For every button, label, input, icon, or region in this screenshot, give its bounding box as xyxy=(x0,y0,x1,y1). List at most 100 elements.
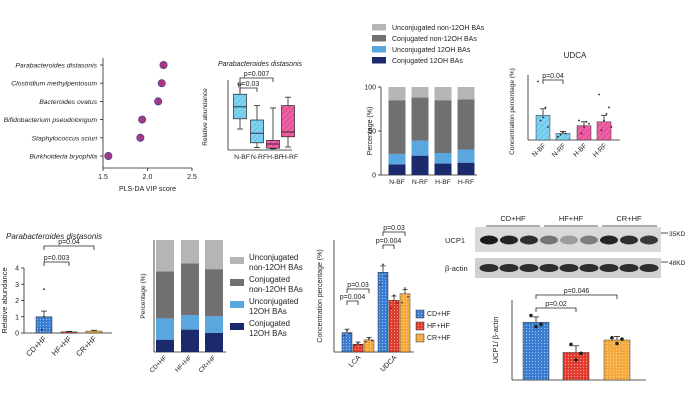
pd-bar-dot xyxy=(41,328,43,331)
ba-top-y-tick-label: 100 xyxy=(364,85,376,92)
vip-x-tick-label: 2.0 xyxy=(143,174,153,181)
lca-dot xyxy=(360,343,362,346)
ba-top-segment xyxy=(388,87,406,101)
ba-bot-legend-line: non-12OH BAs xyxy=(249,263,303,272)
pd-box-p007-label: p=0.007 xyxy=(244,71,270,78)
ba-top-y-label: Percentage (%) xyxy=(367,107,374,156)
vip-category-label: Bifidobacterium pseudolongum xyxy=(4,117,98,124)
pd-box-rect xyxy=(281,105,295,138)
lca-p004-bracket xyxy=(346,300,359,305)
vip-category-label: Bacteroides ovatus xyxy=(39,99,97,106)
ba-top-segment xyxy=(457,162,475,175)
pd-bar-category-label: CD+HF xyxy=(24,334,48,358)
pd-bar-y-tick-label: 3 xyxy=(15,282,19,289)
pd-bar-title: Parabacteroides distasonis xyxy=(6,232,102,241)
ba-top-legend-swatch xyxy=(372,57,386,64)
lca-dot xyxy=(365,340,367,343)
ba-top-segment xyxy=(388,153,406,165)
ucp1-dot xyxy=(615,341,619,346)
pd-box-category-label: H-BF xyxy=(267,154,283,161)
vip-category-label: Clostridium methylpentosum xyxy=(11,81,97,88)
lca-dot xyxy=(393,294,395,296)
pd-bar-dot xyxy=(43,315,45,318)
udca-dot xyxy=(537,80,539,83)
ba-top-segment xyxy=(411,140,429,156)
ba-bot-category-label: HF+HF xyxy=(174,354,194,374)
ba-top-segment xyxy=(434,163,452,175)
lca-dot xyxy=(357,342,359,345)
ba-bot-legend-line: 12OH BAs xyxy=(249,329,287,338)
blot-actin-band xyxy=(479,264,499,272)
ba-top-segment xyxy=(388,164,406,175)
lca-p03-label: p=0.03 xyxy=(347,282,369,289)
ba-top-segment xyxy=(434,153,452,164)
ba-bot-legend-label: Conjugated 12OH BAs xyxy=(249,319,290,338)
ucp1-dot xyxy=(610,335,614,340)
ba-top-segment xyxy=(457,99,475,150)
ucp1-y-label: UCP1/ β-actin xyxy=(491,317,500,364)
lca-dot xyxy=(401,301,403,304)
blot-ucp1-band xyxy=(500,235,518,245)
lca-legend-swatch xyxy=(415,333,425,343)
ba-bot-legend-line: Conjugated xyxy=(249,275,290,284)
pd-bar-p003-bracket xyxy=(43,261,70,266)
pd-bar-bar xyxy=(35,316,53,334)
ba-bot-category-label: CR+HF xyxy=(197,354,217,374)
ba-bot-segment xyxy=(181,263,199,316)
ucp1-dot xyxy=(529,313,533,318)
udca-bar xyxy=(596,121,612,141)
lca-legend-swatch xyxy=(415,321,425,331)
blot-ucp1-band xyxy=(640,235,658,245)
blot-row-label-ucp1: UCP1 xyxy=(445,236,465,245)
udca-category-label: H-BF xyxy=(572,142,588,158)
udca-b-p004-label: p=0.004 xyxy=(376,238,402,245)
lca-dot xyxy=(407,295,409,298)
ucp1-bar xyxy=(522,321,550,381)
ucp1-dot xyxy=(574,358,578,362)
ba-bot-legend-line: Conjugated xyxy=(249,319,290,328)
lca-category-label: LCA xyxy=(348,354,363,369)
ba-bot-legend-line: 12OH BAs xyxy=(249,307,287,316)
lca-dot xyxy=(368,337,370,340)
ba-bot-legend-swatch xyxy=(230,257,244,264)
ba-bot-legend-label: Unconjugated 12OH BAs xyxy=(249,297,298,316)
blot-row-label-actin: β-actin xyxy=(445,264,468,273)
udca-dot xyxy=(610,126,613,128)
ba-top-segment xyxy=(411,97,429,141)
lca-dot xyxy=(404,287,406,289)
udca-dot xyxy=(542,116,544,119)
lca-legend-label: CR+HF xyxy=(427,335,451,342)
lca-dot xyxy=(379,283,381,286)
udca-dot xyxy=(539,119,542,122)
lca-legend-swatch xyxy=(415,309,425,319)
ba-top-y-tick-label: 0 xyxy=(372,173,376,180)
pd-box-category-label: H-RF xyxy=(282,154,298,161)
ucp1-p046-label: p=0.046 xyxy=(564,288,590,295)
lca-dot xyxy=(396,302,398,304)
blot-ucp1-band xyxy=(540,235,558,245)
ba-top-legend-label: Conjugated non-12OH BAs xyxy=(392,36,477,43)
ucp1-bar xyxy=(562,352,590,381)
blot-actin-band xyxy=(639,264,659,272)
ba-top-legend-label: Conjugated 12OH BAs xyxy=(392,58,463,65)
ba-bot-legend-swatch xyxy=(230,301,244,308)
udca-dot xyxy=(544,106,547,109)
blot-actin-band xyxy=(499,264,519,272)
blot-actin-band xyxy=(539,264,559,272)
blot-ucp1-band xyxy=(520,235,538,245)
pd-box-y-label: Relative abundance xyxy=(202,88,209,146)
vip-category-label: Parabacteroides distasonis xyxy=(15,63,97,70)
pd-bar-category-label: CR+HF xyxy=(74,334,98,358)
ba-top-legend-swatch xyxy=(372,35,386,42)
ba-top-y-tick-label: 50 xyxy=(368,129,376,136)
pd-bar-y-label: Relative abundance xyxy=(0,267,9,333)
blot-ucp1-band xyxy=(560,235,578,245)
ba-bot-segment xyxy=(205,240,223,270)
ucp1-p046-bracket xyxy=(535,294,618,299)
udca-dot xyxy=(600,129,603,132)
ba-bot-segment xyxy=(156,318,174,340)
vip-category-label: Burkholderia bryophila xyxy=(29,154,97,161)
pd-bar-y-tick-label: 4 xyxy=(15,266,19,273)
pd-bar-panel: Parabacteroides distasonis 0 1 2 3 4 Relative … xyxy=(0,232,112,358)
